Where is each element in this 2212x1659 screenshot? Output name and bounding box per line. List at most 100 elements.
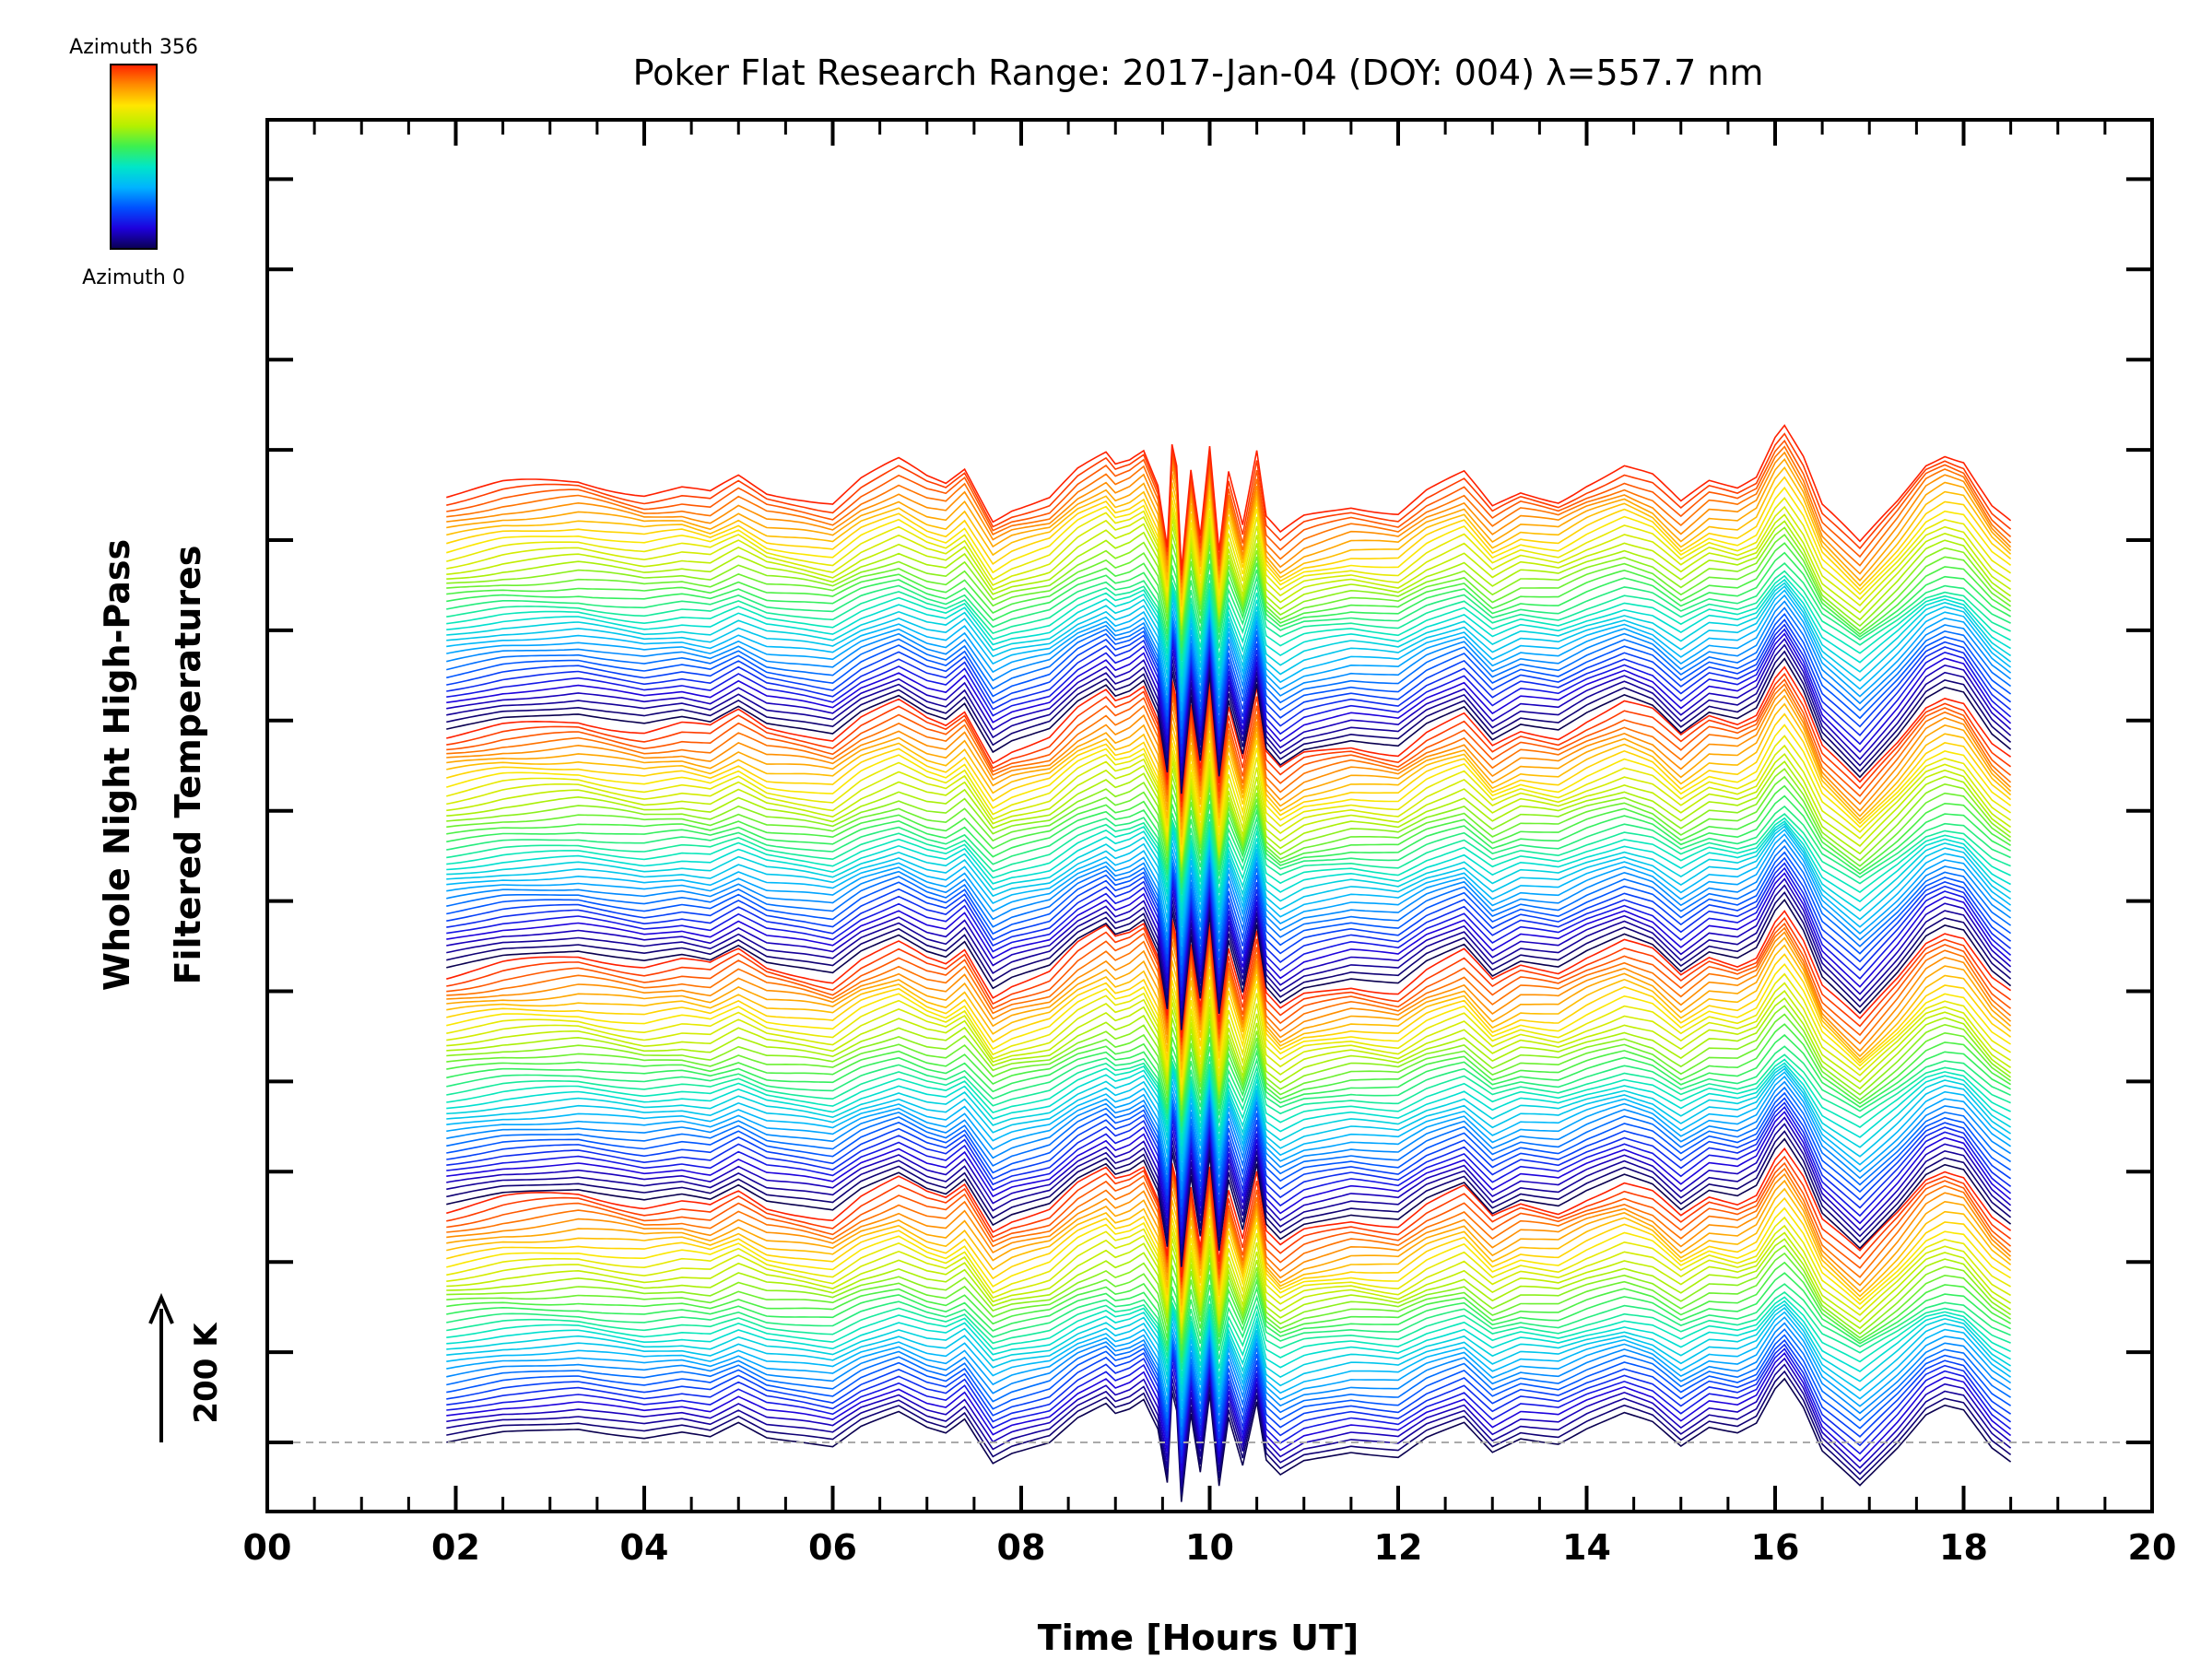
x-tick-label: 04 — [620, 1527, 669, 1568]
temperature-scale-bar: 200 K — [148, 1292, 225, 1442]
trace-line — [446, 1352, 2012, 1471]
trace-line — [446, 1231, 2012, 1331]
trace-line — [446, 570, 2011, 662]
colorbar-bottom-label: Azimuth 0 — [82, 266, 185, 289]
trace-line — [446, 432, 2012, 576]
trace-line — [446, 1334, 2012, 1443]
trace-line — [446, 784, 2012, 877]
trace-line — [446, 672, 2012, 808]
trace-line — [446, 1206, 2012, 1319]
trace-line — [446, 497, 2012, 618]
trace-line — [446, 775, 2012, 872]
x-tick-label: 18 — [1939, 1527, 1988, 1568]
trace-line — [446, 1111, 2012, 1237]
trace-line — [446, 1023, 2012, 1116]
trace-line — [446, 712, 2012, 845]
trace-line — [446, 1338, 2012, 1451]
trace-line — [446, 1080, 2012, 1190]
trace-line — [446, 953, 2012, 1078]
trace-line — [446, 650, 2012, 787]
trace-line — [446, 1101, 2012, 1222]
trace-line — [446, 606, 2012, 730]
trace-line — [446, 1272, 2011, 1358]
chart-title: Poker Flat Research Range: 2017-Jan-04 (… — [633, 53, 1764, 93]
colorbar-top-label: Azimuth 356 — [69, 36, 198, 59]
plot-area: 00 02 04 06 08 10 12 14 16 18 20 — [243, 118, 2177, 1568]
x-tick-label: 06 — [808, 1527, 857, 1568]
trace-line — [446, 578, 2012, 677]
trace-line — [446, 1316, 2012, 1418]
trace-group — [446, 424, 2012, 1502]
trace-line — [446, 589, 2012, 702]
trace-line — [446, 832, 2012, 947]
trace-line — [446, 613, 2012, 737]
trace-line — [446, 1097, 2012, 1216]
trace-line — [446, 677, 2012, 813]
colorbar-bar — [110, 64, 158, 250]
scale-bar-label: 200 K — [188, 1322, 225, 1424]
trace-line — [446, 1116, 2012, 1245]
trace-line — [446, 1091, 2012, 1207]
trace-line — [446, 582, 2012, 685]
trace-line — [446, 1296, 2011, 1378]
y-axis-label-line-2: Filtered Temperatures — [168, 546, 208, 985]
trace-line — [446, 643, 2012, 779]
trace-line — [446, 839, 2012, 957]
trace-line — [446, 1033, 2011, 1123]
trace-line — [446, 1363, 2012, 1488]
trace-line — [446, 574, 2011, 670]
trace-line — [446, 424, 2012, 571]
trace-line — [446, 1062, 2011, 1147]
x-tick-label: 14 — [1562, 1527, 1611, 1568]
trace-line — [446, 813, 2011, 895]
trace-line — [446, 665, 2012, 802]
trace-line — [446, 851, 2012, 974]
trace-line — [446, 822, 2012, 918]
trace-line — [446, 683, 2012, 818]
trace-line — [446, 972, 2012, 1091]
azimuth-colorbar: Azimuth 356 Azimuth 0 — [69, 36, 198, 289]
trace-line — [446, 1013, 2012, 1111]
trace-line — [446, 657, 2012, 794]
x-tick-label: 02 — [431, 1527, 480, 1568]
x-tick-labels: 00 02 04 06 08 10 12 14 16 18 20 — [243, 1527, 2177, 1568]
trace-line — [446, 844, 2012, 966]
trace-line — [446, 817, 2011, 903]
trace-line — [446, 1147, 2012, 1278]
trace-line — [446, 1155, 2012, 1282]
y-axis-label-line-1: Whole Night High-Pass — [97, 539, 137, 991]
trace-line — [446, 445, 2012, 583]
trace-line — [446, 513, 2012, 623]
trace-line — [446, 760, 2012, 865]
trace-line — [446, 1347, 2012, 1464]
trace-line — [446, 1123, 2012, 1253]
trace-line — [446, 1377, 2012, 1502]
trace-line — [446, 794, 2011, 883]
trace-line — [446, 1343, 2012, 1457]
trace-line — [446, 1283, 2011, 1363]
trace-line — [446, 1106, 2012, 1230]
trace-line — [446, 1261, 2012, 1351]
trace-line — [446, 1328, 2012, 1436]
axis-ticks — [265, 120, 2154, 1512]
trace-line — [446, 594, 2012, 712]
x-tick-label: 12 — [1374, 1527, 1423, 1568]
trace-line — [446, 962, 2012, 1086]
trace-line — [446, 825, 2012, 927]
trace-line — [446, 944, 2012, 1070]
trace-line — [446, 982, 2012, 1095]
trace-line — [446, 1300, 2011, 1385]
trace-line — [446, 600, 2012, 721]
x-tick-label: 16 — [1751, 1527, 1800, 1568]
trace-line — [446, 916, 2012, 1042]
trace-line — [446, 542, 2012, 641]
trace-line — [446, 1053, 2011, 1133]
trace-line — [446, 1224, 2011, 1327]
trace-line — [446, 922, 2012, 1046]
trace-line — [446, 829, 2012, 936]
trace-line — [446, 486, 2012, 613]
trace-line — [446, 1086, 2012, 1199]
trace-line — [446, 735, 2012, 857]
trace-line — [446, 1196, 2012, 1313]
